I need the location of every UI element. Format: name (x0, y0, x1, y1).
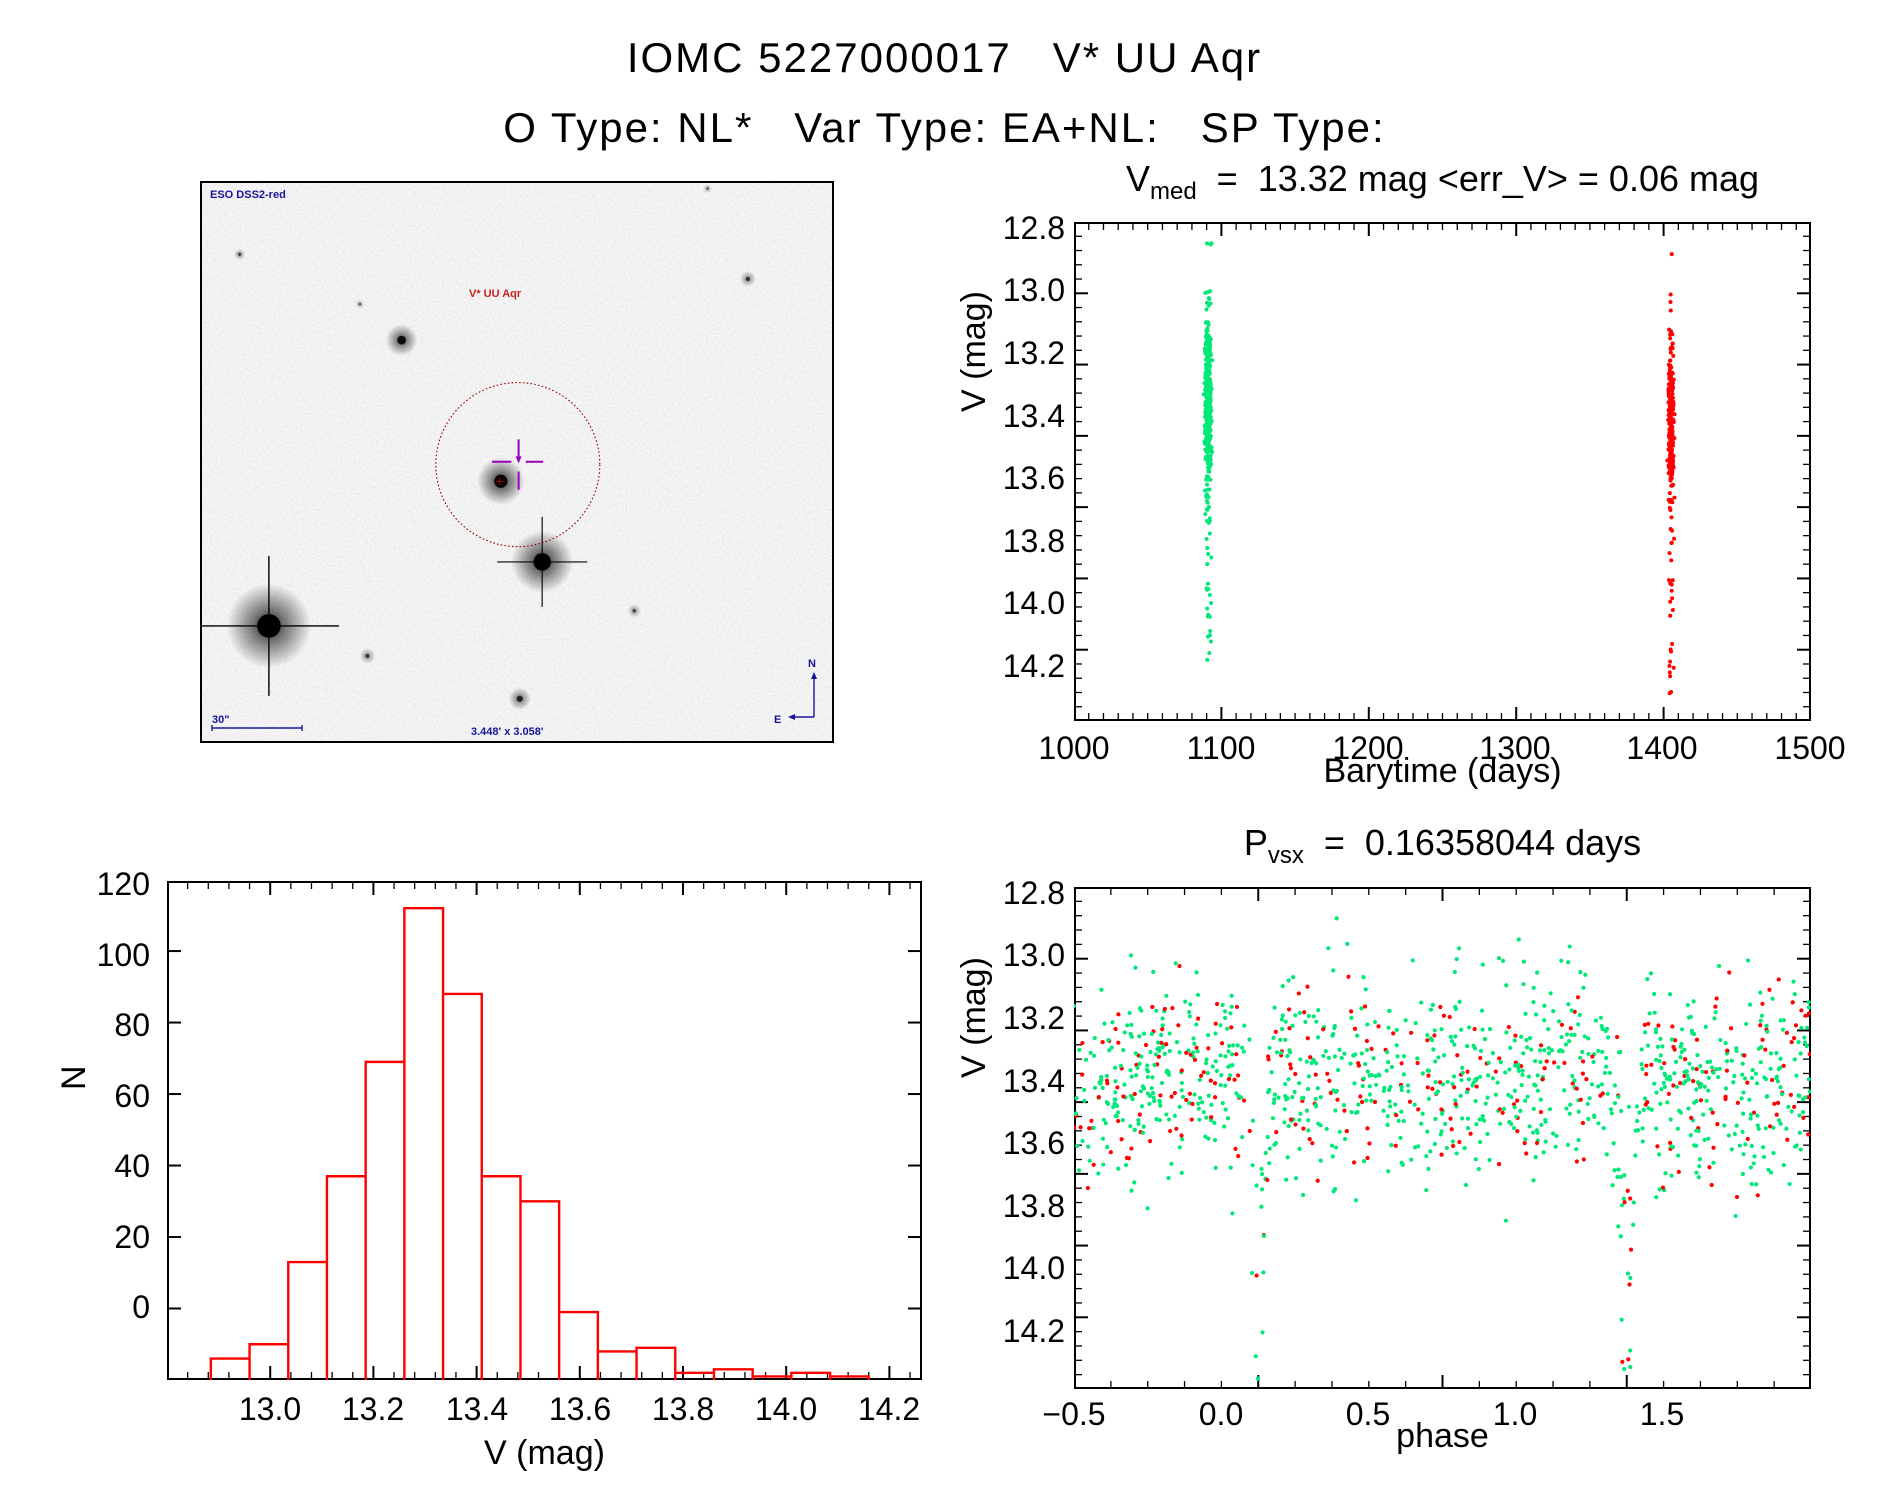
svg-text:3.448' x 3.058': 3.448' x 3.058' (471, 726, 544, 738)
svg-text:+: + (496, 473, 504, 488)
svg-text:V* UU Aqr: V* UU Aqr (469, 288, 522, 300)
svg-text:30": 30" (212, 714, 229, 726)
svg-text:E: E (774, 714, 781, 726)
svg-text:ESO DSS2-red: ESO DSS2-red (210, 189, 286, 201)
svg-text:N: N (808, 658, 816, 670)
